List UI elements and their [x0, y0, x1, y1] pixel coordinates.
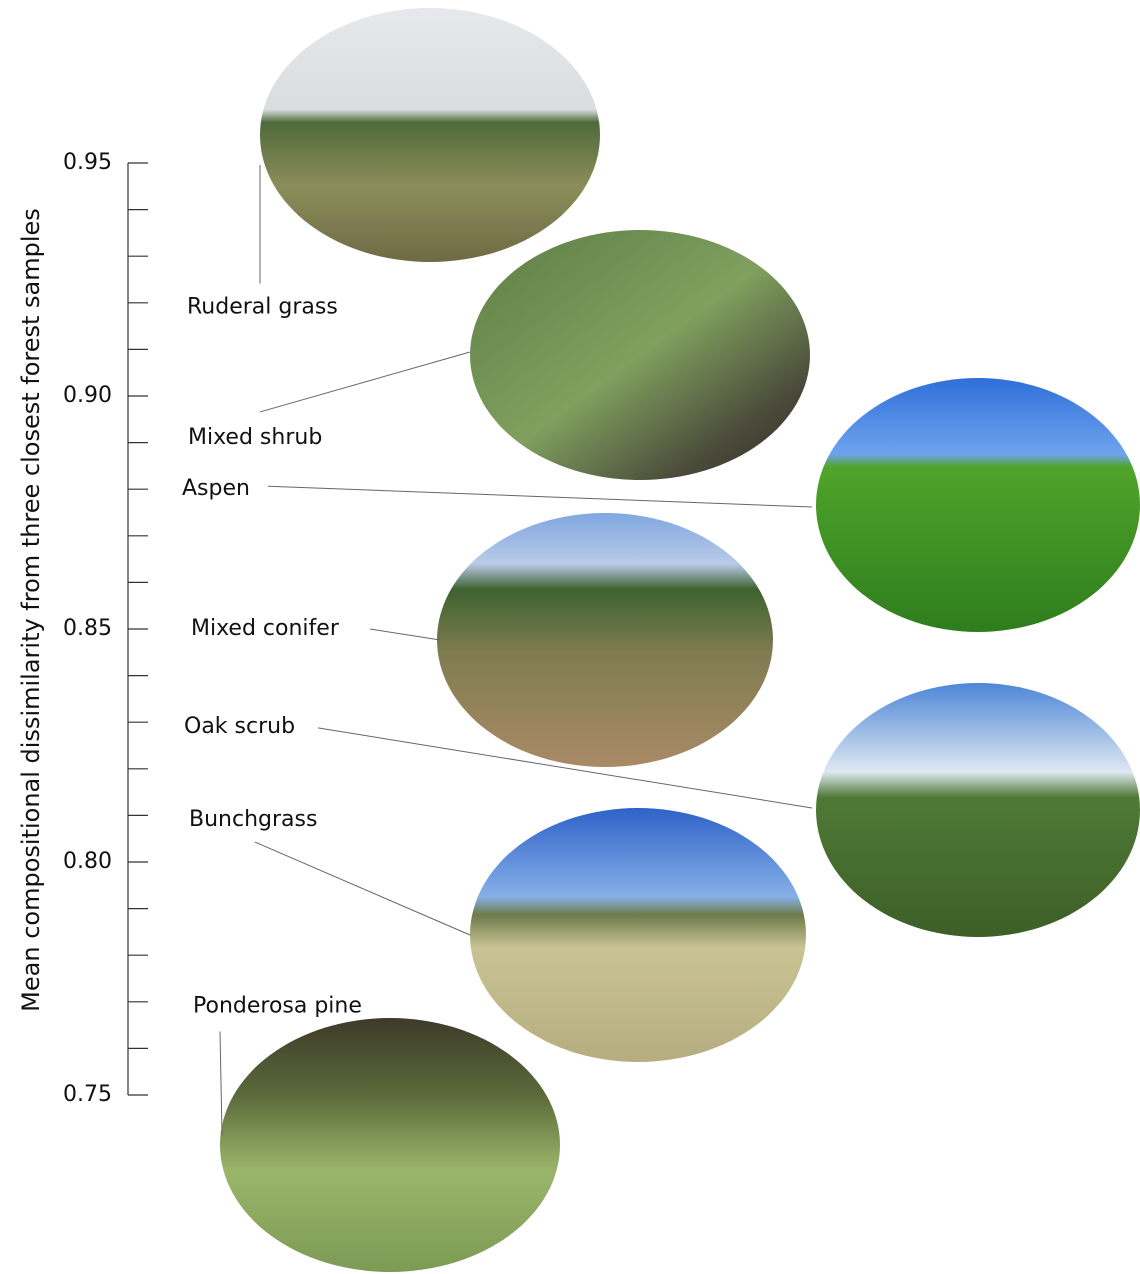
- photo: [220, 1018, 560, 1272]
- y-tick-label: 0.80: [63, 849, 112, 874]
- leader-line: [220, 1031, 222, 1135]
- category-label: Mixed conifer: [191, 616, 340, 641]
- category-label: Ruderal grass: [187, 294, 338, 319]
- y-tick-label: 0.95: [63, 150, 112, 175]
- y-tick-label: 0.90: [63, 383, 112, 408]
- photo: [816, 683, 1140, 937]
- leader-line: [255, 842, 470, 935]
- photo: [470, 230, 810, 480]
- leader-line: [268, 486, 812, 507]
- photo: [816, 378, 1140, 632]
- category-label: Mixed shrub: [188, 425, 322, 450]
- leader-line: [370, 629, 440, 640]
- category-label: Ponderosa pine: [193, 993, 362, 1018]
- y-tick-label: 0.85: [63, 616, 112, 641]
- chart: Mean compositional dissimilarity from th…: [0, 0, 1140, 1274]
- photo: [437, 513, 773, 767]
- photo: [260, 8, 600, 262]
- category-label: Aspen: [182, 476, 250, 501]
- y-tick-label: 0.75: [63, 1082, 112, 1107]
- photos: [220, 8, 1140, 1272]
- y-axis-title: Mean compositional dissimilarity from th…: [17, 208, 45, 1012]
- leader-line: [260, 352, 470, 412]
- category-label: Bunchgrass: [189, 807, 317, 832]
- category-label: Oak scrub: [184, 714, 295, 739]
- photo: [470, 808, 806, 1062]
